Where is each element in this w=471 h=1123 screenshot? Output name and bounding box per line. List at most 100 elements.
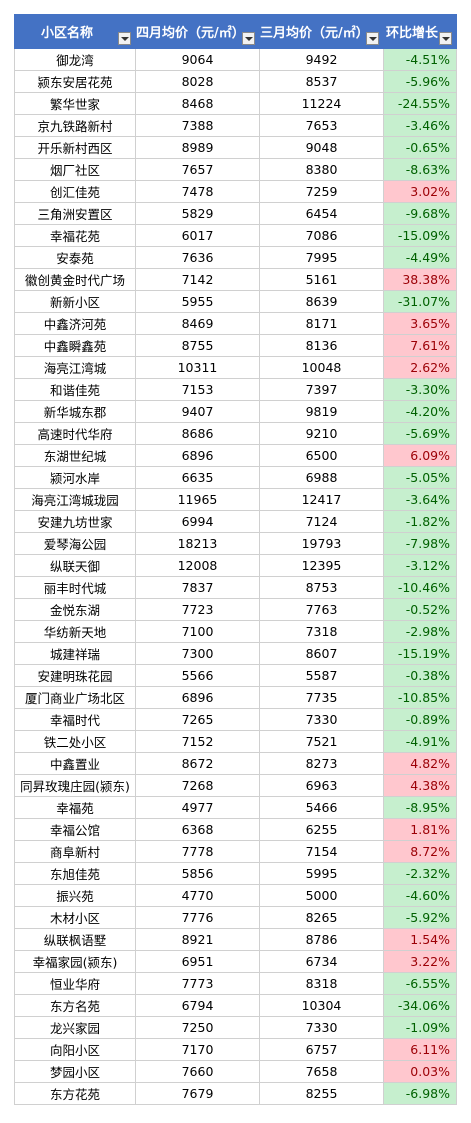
cell-community-name[interactable]: 向阳小区 — [14, 1038, 136, 1061]
cell-march-price[interactable]: 8786 — [259, 928, 384, 951]
cell-community-name[interactable]: 幸福时代 — [14, 708, 136, 731]
cell-community-name[interactable]: 繁华世家 — [14, 92, 136, 115]
cell-april-price[interactable]: 7837 — [135, 576, 260, 599]
cell-mom-change[interactable]: -4.20% — [383, 400, 457, 423]
cell-community-name[interactable]: 东方名苑 — [14, 994, 136, 1017]
cell-march-price[interactable]: 7330 — [259, 1016, 384, 1039]
cell-community-name[interactable]: 三角洲安置区 — [14, 202, 136, 225]
cell-april-price[interactable]: 6794 — [135, 994, 260, 1017]
cell-mom-change[interactable]: 3.02% — [383, 180, 457, 203]
cell-mom-change[interactable]: 8.72% — [383, 840, 457, 863]
cell-march-price[interactable]: 11224 — [259, 92, 384, 115]
cell-april-price[interactable]: 8672 — [135, 752, 260, 775]
cell-community-name[interactable]: 梦园小区 — [14, 1060, 136, 1083]
cell-march-price[interactable]: 7995 — [259, 246, 384, 269]
cell-community-name[interactable]: 和谐佳苑 — [14, 378, 136, 401]
cell-mom-change[interactable]: -9.68% — [383, 202, 457, 225]
cell-april-price[interactable]: 8686 — [135, 422, 260, 445]
cell-march-price[interactable]: 8380 — [259, 158, 384, 181]
cell-community-name[interactable]: 中鑫置业 — [14, 752, 136, 775]
cell-mom-change[interactable]: 38.38% — [383, 268, 457, 291]
cell-community-name[interactable]: 厦门商业广场北区 — [14, 686, 136, 709]
cell-april-price[interactable]: 6635 — [135, 466, 260, 489]
cell-community-name[interactable]: 幸福苑 — [14, 796, 136, 819]
cell-march-price[interactable]: 6988 — [259, 466, 384, 489]
cell-community-name[interactable]: 振兴苑 — [14, 884, 136, 907]
cell-april-price[interactable]: 7142 — [135, 268, 260, 291]
cell-community-name[interactable]: 铁二处小区 — [14, 730, 136, 753]
cell-march-price[interactable]: 8639 — [259, 290, 384, 313]
cell-april-price[interactable]: 7250 — [135, 1016, 260, 1039]
cell-mom-change[interactable]: 4.38% — [383, 774, 457, 797]
cell-march-price[interactable]: 10304 — [259, 994, 384, 1017]
cell-march-price[interactable]: 7154 — [259, 840, 384, 863]
cell-april-price[interactable]: 7679 — [135, 1082, 260, 1105]
cell-community-name[interactable]: 中鑫济河苑 — [14, 312, 136, 335]
cell-community-name[interactable]: 徽创黄金时代广场 — [14, 268, 136, 291]
cell-community-name[interactable]: 高速时代华府 — [14, 422, 136, 445]
cell-april-price[interactable]: 5829 — [135, 202, 260, 225]
cell-march-price[interactable]: 8753 — [259, 576, 384, 599]
cell-community-name[interactable]: 纵联枫语墅 — [14, 928, 136, 951]
cell-mom-change[interactable]: -3.30% — [383, 378, 457, 401]
cell-community-name[interactable]: 新华城东郡 — [14, 400, 136, 423]
cell-mom-change[interactable]: -4.49% — [383, 246, 457, 269]
cell-april-price[interactable]: 9064 — [135, 48, 260, 71]
cell-mom-change[interactable]: -3.46% — [383, 114, 457, 137]
cell-april-price[interactable]: 10311 — [135, 356, 260, 379]
cell-march-price[interactable]: 6454 — [259, 202, 384, 225]
cell-march-price[interactable]: 9492 — [259, 48, 384, 71]
cell-mom-change[interactable]: -6.55% — [383, 972, 457, 995]
cell-march-price[interactable]: 7330 — [259, 708, 384, 731]
cell-april-price[interactable]: 7388 — [135, 114, 260, 137]
cell-march-price[interactable]: 7259 — [259, 180, 384, 203]
filter-dropdown-icon[interactable] — [242, 32, 255, 45]
cell-april-price[interactable]: 7660 — [135, 1060, 260, 1083]
cell-mom-change[interactable]: -1.09% — [383, 1016, 457, 1039]
cell-mom-change[interactable]: -1.82% — [383, 510, 457, 533]
cell-april-price[interactable]: 7478 — [135, 180, 260, 203]
cell-community-name[interactable]: 海亮江湾城 — [14, 356, 136, 379]
cell-march-price[interactable]: 6757 — [259, 1038, 384, 1061]
cell-community-name[interactable]: 颍东安居花苑 — [14, 70, 136, 93]
cell-april-price[interactable]: 6994 — [135, 510, 260, 533]
cell-mom-change[interactable]: 3.22% — [383, 950, 457, 973]
cell-april-price[interactable]: 7170 — [135, 1038, 260, 1061]
cell-march-price[interactable]: 7658 — [259, 1060, 384, 1083]
cell-mom-change[interactable]: -2.98% — [383, 620, 457, 643]
cell-march-price[interactable]: 5161 — [259, 268, 384, 291]
cell-mom-change[interactable]: 2.62% — [383, 356, 457, 379]
cell-march-price[interactable]: 7763 — [259, 598, 384, 621]
cell-april-price[interactable]: 8921 — [135, 928, 260, 951]
cell-community-name[interactable]: 纵联天御 — [14, 554, 136, 577]
cell-mom-change[interactable]: -7.98% — [383, 532, 457, 555]
cell-mom-change[interactable]: -0.89% — [383, 708, 457, 731]
cell-april-price[interactable]: 7300 — [135, 642, 260, 665]
cell-april-price[interactable]: 7723 — [135, 598, 260, 621]
cell-march-price[interactable]: 7521 — [259, 730, 384, 753]
cell-april-price[interactable]: 8469 — [135, 312, 260, 335]
cell-april-price[interactable]: 7778 — [135, 840, 260, 863]
cell-community-name[interactable]: 幸福花苑 — [14, 224, 136, 247]
cell-mom-change[interactable]: 6.09% — [383, 444, 457, 467]
cell-mom-change[interactable]: 6.11% — [383, 1038, 457, 1061]
cell-april-price[interactable]: 12008 — [135, 554, 260, 577]
cell-mom-change[interactable]: -31.07% — [383, 290, 457, 313]
cell-march-price[interactable]: 8136 — [259, 334, 384, 357]
cell-march-price[interactable]: 5995 — [259, 862, 384, 885]
cell-community-name[interactable]: 开乐新村西区 — [14, 136, 136, 159]
cell-april-price[interactable]: 7636 — [135, 246, 260, 269]
cell-community-name[interactable]: 京九铁路新村 — [14, 114, 136, 137]
cell-community-name[interactable]: 烟厂社区 — [14, 158, 136, 181]
cell-march-price[interactable]: 8607 — [259, 642, 384, 665]
cell-mom-change[interactable]: -6.98% — [383, 1082, 457, 1105]
cell-april-price[interactable]: 8989 — [135, 136, 260, 159]
cell-community-name[interactable]: 东方花苑 — [14, 1082, 136, 1105]
cell-mom-change[interactable]: -10.85% — [383, 686, 457, 709]
cell-community-name[interactable]: 海亮江湾城珑园 — [14, 488, 136, 511]
cell-mom-change[interactable]: -4.91% — [383, 730, 457, 753]
cell-march-price[interactable]: 5587 — [259, 664, 384, 687]
cell-mom-change[interactable]: -34.06% — [383, 994, 457, 1017]
cell-mom-change[interactable]: -15.09% — [383, 224, 457, 247]
cell-april-price[interactable]: 7773 — [135, 972, 260, 995]
